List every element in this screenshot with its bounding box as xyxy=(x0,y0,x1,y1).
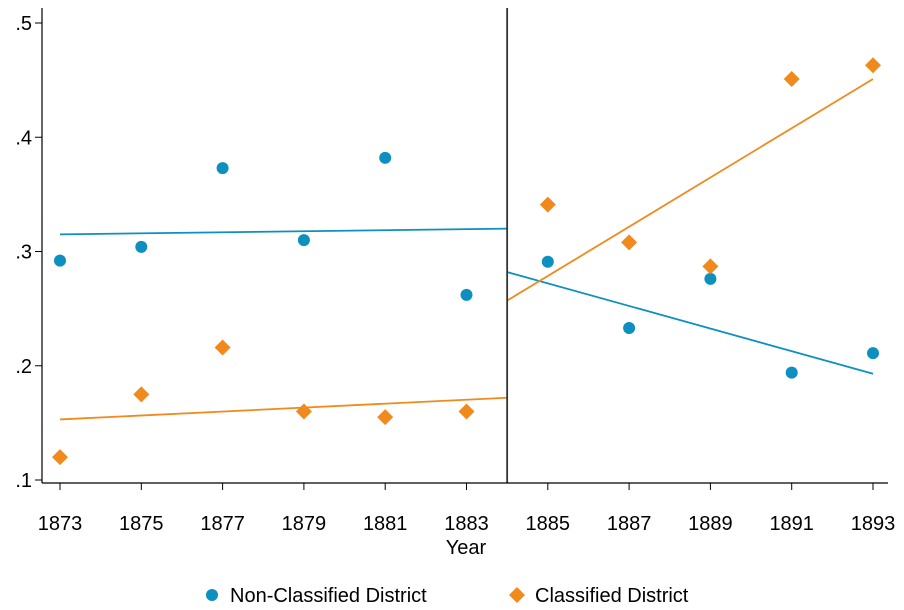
x-tick-label: 1893 xyxy=(851,513,896,535)
data-point xyxy=(623,322,636,335)
data-point xyxy=(135,240,148,253)
data-point xyxy=(54,254,66,267)
x-tick-label: 1885 xyxy=(526,513,571,535)
x-tick-label: 1881 xyxy=(363,513,408,535)
data-point xyxy=(295,403,312,420)
data-point xyxy=(458,403,475,420)
data-point xyxy=(297,234,310,247)
y-tick-label: .2 xyxy=(15,356,32,378)
data-points xyxy=(52,57,881,466)
data-point xyxy=(541,255,554,268)
data-point xyxy=(539,196,556,213)
legend: Non-Classified District Classified Distri… xyxy=(206,585,689,607)
data-point xyxy=(704,272,717,285)
y-tick-label: .1 xyxy=(15,470,32,492)
axes: .1 .2 .3 .4 .5 1873 1875 1877 1879 1881 1883 1885 18… xyxy=(15,8,895,535)
x-tick-label: 1877 xyxy=(200,513,245,535)
x-tick-label: 1891 xyxy=(769,513,814,535)
y-tick-label: .4 xyxy=(15,127,32,149)
data-point xyxy=(867,347,879,360)
data-point xyxy=(460,288,473,301)
x-tick-label: 1879 xyxy=(282,513,327,535)
data-point xyxy=(52,449,68,466)
fit-lines xyxy=(59,78,874,421)
data-point xyxy=(783,70,800,87)
legend-marker xyxy=(206,589,218,601)
fit-line xyxy=(59,227,508,236)
data-point xyxy=(216,162,229,175)
x-tick-label: 1887 xyxy=(607,513,652,535)
legend-label: Classified District xyxy=(535,585,689,607)
fit-line xyxy=(506,78,874,302)
legend-label: Non-Classified District xyxy=(230,585,427,607)
data-point xyxy=(377,409,394,426)
x-tick-label: 1875 xyxy=(119,513,164,535)
data-point xyxy=(702,258,719,275)
data-point xyxy=(379,151,392,164)
y-tick-label: .5 xyxy=(15,13,32,35)
x-axis-label: Year xyxy=(446,537,487,559)
y-tick-label: .3 xyxy=(15,242,32,264)
data-point xyxy=(785,366,798,379)
data-point xyxy=(214,339,231,356)
x-tick-label: 1873 xyxy=(38,513,83,535)
x-tick-label: 1889 xyxy=(688,513,733,535)
fit-line xyxy=(506,271,874,375)
data-point xyxy=(621,234,638,251)
data-point xyxy=(133,386,150,403)
fit-line xyxy=(59,396,508,421)
legend-marker xyxy=(509,587,525,603)
data-point xyxy=(865,57,881,74)
x-tick-label: 1883 xyxy=(444,513,489,535)
